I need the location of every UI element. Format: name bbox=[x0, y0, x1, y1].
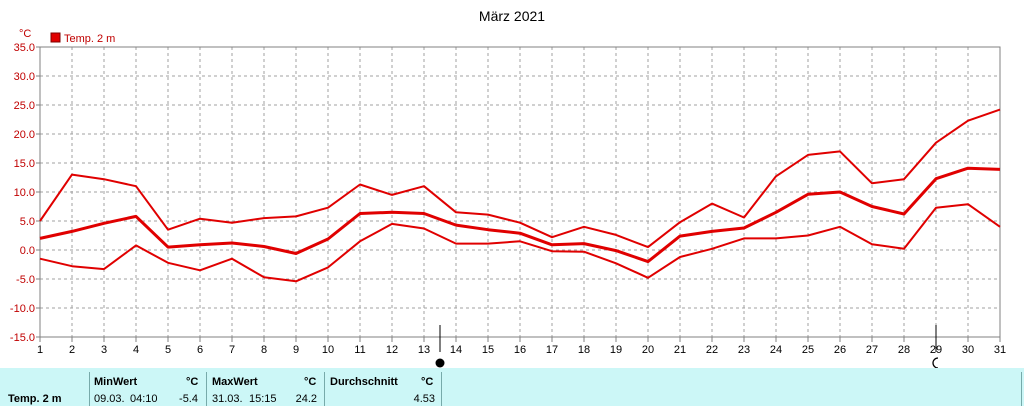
y-tick-label: 25.0 bbox=[14, 100, 35, 112]
x-tick-label: 11 bbox=[354, 344, 365, 356]
max-value: 24.2 bbox=[295, 393, 317, 405]
x-tick-label: 6 bbox=[197, 344, 203, 356]
min-time: 04:10 bbox=[130, 393, 158, 405]
min-date: 09.03. bbox=[94, 393, 125, 405]
x-tick-label: 23 bbox=[738, 344, 750, 356]
x-tick-label: 16 bbox=[514, 344, 526, 356]
y-tick-label: 20.0 bbox=[14, 129, 35, 141]
x-tick-label: 15 bbox=[482, 344, 494, 356]
x-tick-label: 12 bbox=[386, 344, 398, 356]
moon-markers bbox=[435, 325, 939, 368]
y-tick-label: -15.0 bbox=[10, 332, 35, 344]
x-tick-label: 28 bbox=[898, 344, 910, 356]
y-tick-label: 15.0 bbox=[14, 158, 35, 170]
avg-value: 4.53 bbox=[413, 393, 435, 405]
x-tick-label: 10 bbox=[322, 344, 334, 356]
x-tick-label: 19 bbox=[610, 344, 622, 356]
x-tick-label: 13 bbox=[418, 344, 430, 356]
series-line-2 bbox=[39, 166, 1001, 264]
max-time: 15:15 bbox=[249, 393, 277, 405]
stats-panel: Temp. 2 m MinWert °C 09.03. 04:10 -5.4 M… bbox=[0, 368, 1024, 406]
x-tick-label: 3 bbox=[101, 344, 107, 356]
x-tick-label: 2 bbox=[69, 344, 75, 356]
min-unit: °C bbox=[186, 376, 199, 388]
temperature-chart: März 2021 °C Temp. 2 m 35.030.025.020.01… bbox=[10, 8, 1006, 368]
x-tick-label: 4 bbox=[133, 344, 139, 356]
legend-label: Temp. 2 m bbox=[64, 33, 115, 45]
y-tick-label: 10.0 bbox=[14, 187, 35, 199]
max-date: 31.03. bbox=[212, 393, 243, 405]
stats-separator bbox=[206, 372, 207, 406]
x-tick-label: 1 bbox=[37, 344, 43, 356]
chart-title: März 2021 bbox=[479, 8, 545, 24]
full-moon-icon bbox=[435, 358, 445, 368]
y-tick-label: -5.0 bbox=[16, 274, 35, 286]
axes: 35.0 30.0 25.0 20.0 15.0 10.0 5.0 0.0 -5.0 -10.0 -… bbox=[10, 42, 1006, 356]
x-tick-label: 30 bbox=[962, 344, 974, 356]
x-tick-label: 27 bbox=[866, 344, 878, 356]
stats-separator bbox=[324, 372, 325, 406]
x-tick-label: 7 bbox=[229, 344, 235, 356]
x-tick-label: 21 bbox=[674, 344, 686, 356]
stats-separator bbox=[441, 372, 442, 406]
avg-title: Durchschnitt bbox=[330, 376, 398, 388]
y-tick-label: -10.0 bbox=[10, 303, 35, 315]
min-title: MinWert bbox=[94, 376, 138, 388]
stats-separator bbox=[89, 372, 90, 406]
legend-swatch bbox=[50, 32, 61, 43]
y-tick-label: 0.0 bbox=[20, 245, 35, 257]
y-tick-label: 35.0 bbox=[14, 42, 35, 54]
x-tick-label: 25 bbox=[802, 344, 814, 356]
x-tick-label: 17 bbox=[546, 344, 558, 356]
series-line-3 bbox=[39, 203, 1001, 283]
x-tick-label: 24 bbox=[770, 344, 782, 356]
y-tick-label: 30.0 bbox=[14, 71, 35, 83]
y-axis-unit: °C bbox=[19, 28, 31, 40]
stats-series-label: Temp. 2 m bbox=[8, 393, 62, 405]
grid bbox=[40, 47, 1000, 337]
stats-separator bbox=[1021, 372, 1022, 406]
max-title: MaxWert bbox=[212, 376, 258, 388]
y-tick-label: 5.0 bbox=[20, 216, 35, 228]
x-tick-label: 9 bbox=[293, 344, 299, 356]
x-tick-label: 26 bbox=[834, 344, 846, 356]
x-tick-label: 14 bbox=[450, 344, 462, 356]
x-tick-label: 5 bbox=[165, 344, 171, 356]
x-tick-label: 22 bbox=[706, 344, 718, 356]
x-tick-label: 20 bbox=[642, 344, 654, 356]
avg-unit: °C bbox=[421, 376, 434, 388]
x-tick-label: 18 bbox=[578, 344, 590, 356]
x-tick-label: 8 bbox=[261, 344, 267, 356]
max-unit: °C bbox=[304, 376, 317, 388]
series-line-1 bbox=[39, 108, 1001, 249]
new-moon-icon bbox=[932, 357, 939, 368]
series-group bbox=[39, 108, 1001, 283]
min-value: -5.4 bbox=[179, 393, 198, 405]
x-tick-label: 31 bbox=[994, 344, 1006, 356]
